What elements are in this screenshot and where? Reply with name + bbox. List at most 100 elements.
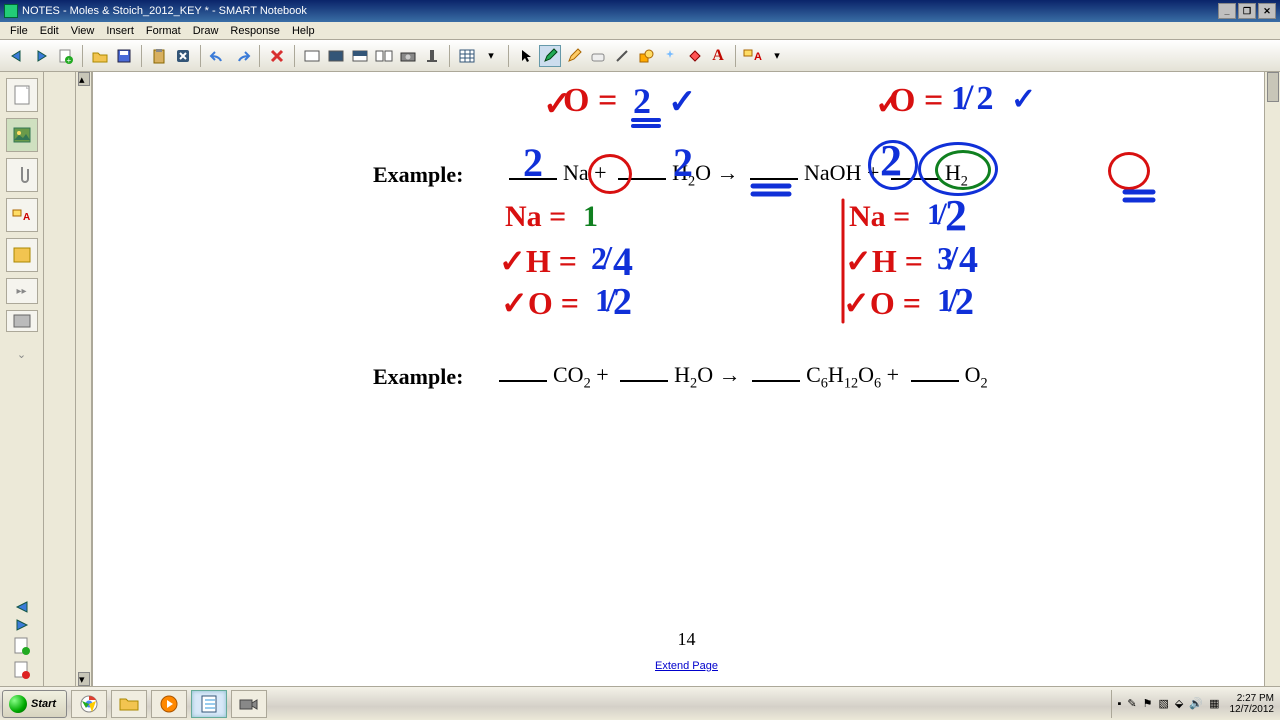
expand-tab[interactable]: ▸▸ — [6, 278, 38, 304]
delete-x-button[interactable] — [266, 45, 288, 67]
doc-camera-button[interactable] — [421, 45, 443, 67]
ink-annotation: 4 — [959, 238, 978, 282]
ink-annotation: 2 — [523, 139, 543, 186]
gallery-tab[interactable] — [6, 118, 38, 152]
svg-text:A: A — [754, 51, 762, 63]
line-tool[interactable] — [611, 45, 633, 67]
eraser-tool[interactable] — [587, 45, 609, 67]
clock[interactable]: 2:27 PM 12/7/2012 — [1226, 693, 1275, 715]
menu-help[interactable]: Help — [286, 25, 321, 37]
page[interactable]: Example: Na + H2O → NaOH + H2 Example: C… — [92, 72, 1280, 686]
next-page-arrow[interactable] — [11, 618, 33, 632]
fullscreen-button[interactable] — [325, 45, 347, 67]
tray-icon[interactable]: ▧ — [1159, 697, 1169, 710]
tray-icon[interactable]: ✎ — [1127, 697, 1136, 710]
menu-format[interactable]: Format — [140, 25, 187, 37]
delete-button[interactable] — [172, 45, 194, 67]
canvas-area[interactable]: Example: Na + H2O → NaOH + H2 Example: C… — [92, 72, 1280, 686]
page-sorter-tab[interactable] — [6, 78, 38, 112]
tray-icon[interactable]: ▦ — [1209, 697, 1219, 710]
capture-button[interactable] — [397, 45, 419, 67]
collapse-icon[interactable]: ⌄ — [17, 348, 26, 361]
menu-draw[interactable]: Draw — [187, 25, 225, 37]
paste-button[interactable] — [148, 45, 170, 67]
ink-annotation: ✓O = — [843, 284, 921, 322]
pen-tool[interactable] — [539, 45, 561, 67]
start-orb-icon — [9, 695, 27, 713]
task-explorer[interactable] — [111, 690, 147, 718]
table-button[interactable] — [456, 45, 478, 67]
taskbar: Start ▪ ✎ ⚑ ▧ ⬙ 🔊 ▦ 2:27 PM 12/7/2012 — [0, 686, 1280, 720]
back-button[interactable] — [6, 45, 28, 67]
screen-shade-button[interactable] — [301, 45, 323, 67]
dual-page-button[interactable] — [373, 45, 395, 67]
select-tool[interactable] — [515, 45, 537, 67]
add-page-button[interactable]: + — [54, 45, 76, 67]
thumb-scrollbar[interactable]: ▴ ▾ — [75, 72, 91, 686]
properties-button[interactable]: A — [742, 45, 764, 67]
toolbar-dropdown[interactable]: ▾ — [766, 45, 788, 67]
redo-button[interactable] — [231, 45, 253, 67]
creative-pen-tool[interactable] — [563, 45, 585, 67]
ink-annotation: ✓ — [1011, 82, 1036, 117]
prev-page-arrow[interactable] — [11, 600, 33, 614]
svg-text:A: A — [23, 212, 30, 223]
ink-circle — [868, 140, 918, 190]
ink-annotation: O = — [563, 82, 617, 120]
ink-annotation: 2 — [955, 280, 974, 324]
menu-file[interactable]: File — [4, 25, 34, 37]
tray-icon[interactable]: ⚑ — [1143, 697, 1153, 710]
task-chrome[interactable] — [71, 690, 107, 718]
ink-annotation: 2 — [673, 139, 693, 186]
svg-text:+: + — [67, 56, 72, 64]
tray-icon[interactable]: ▪ — [1118, 698, 1122, 710]
ink-annotation: 2 — [633, 80, 651, 122]
response-tab[interactable] — [6, 310, 38, 332]
ink-annotation: 1̸ — [927, 198, 942, 232]
minimize-button[interactable]: _ — [1218, 3, 1236, 19]
menu-bar: FileEditViewInsertFormatDrawResponseHelp — [0, 22, 1280, 40]
menu-edit[interactable]: Edit — [34, 25, 65, 37]
open-button[interactable] — [89, 45, 111, 67]
table-dropdown[interactable]: ▾ — [480, 45, 502, 67]
undo-button[interactable] — [207, 45, 229, 67]
text-tool[interactable]: A — [707, 45, 729, 67]
close-button[interactable]: ✕ — [1258, 3, 1276, 19]
main-toolbar: + ▾ A A ▾ — [0, 40, 1280, 72]
ink-annotation: Na = — [849, 200, 910, 234]
tray-icon[interactable]: 🔊 — [1189, 697, 1203, 710]
magic-pen-tool[interactable] — [659, 45, 681, 67]
forward-button[interactable] — [30, 45, 52, 67]
save-button[interactable] — [113, 45, 135, 67]
task-smart-notebook[interactable] — [191, 690, 227, 718]
ink-annotation: ✓ — [668, 82, 697, 122]
ink-annotation: O = — [889, 82, 943, 120]
page-sorter-strip: ▴ ▾ — [44, 72, 92, 686]
menu-insert[interactable]: Insert — [100, 25, 140, 37]
shapes-tool[interactable] — [635, 45, 657, 67]
maximize-button[interactable]: ❐ — [1238, 3, 1256, 19]
addons-tab[interactable] — [6, 238, 38, 272]
title-bar: NOTES - Moles & Stoich_2012_KEY * - SMAR… — [0, 0, 1280, 22]
menu-view[interactable]: View — [65, 25, 101, 37]
ink-annotation: Na = — [505, 200, 566, 234]
properties-tab[interactable]: A — [6, 198, 38, 232]
fill-tool[interactable] — [683, 45, 705, 67]
task-media[interactable] — [151, 690, 187, 718]
task-camera[interactable] — [231, 690, 267, 718]
side-tabs: A ▸▸ ⌄ — [0, 72, 44, 686]
attachments-tab[interactable] — [6, 158, 38, 192]
start-button[interactable]: Start — [2, 690, 67, 718]
ink-circle — [1108, 152, 1150, 190]
ink-annotation: 3̸ — [937, 240, 953, 277]
tray-icon[interactable]: ⬙ — [1175, 697, 1183, 710]
extend-page-link[interactable]: Extend Page — [655, 660, 718, 672]
menu-response[interactable]: Response — [224, 25, 286, 37]
ink-annotation: 2 — [945, 190, 967, 241]
delete-page-icon[interactable] — [13, 660, 31, 680]
page-scrollbar[interactable] — [1264, 72, 1280, 686]
example1-label: Example: — [373, 162, 463, 188]
add-page-icon[interactable] — [13, 636, 31, 656]
ink-annotation: 1̸ 2 — [951, 80, 994, 118]
transparent-bg-button[interactable] — [349, 45, 371, 67]
